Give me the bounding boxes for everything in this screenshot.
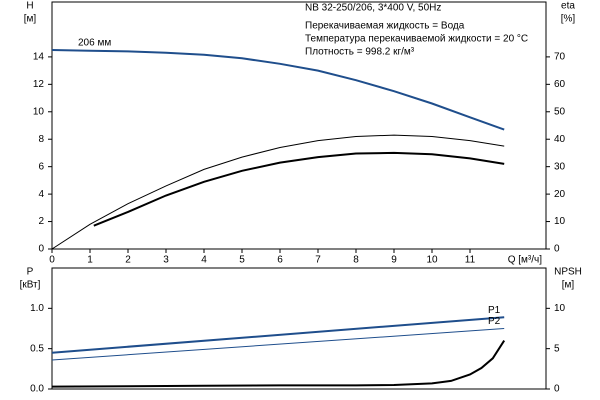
y2-tick-label: 20 (554, 189, 566, 200)
curve (51, 134, 505, 250)
y-axis-label: H (26, 1, 33, 12)
y2-tick-label: 10 (554, 216, 566, 227)
x-tick-label: 10 (426, 255, 438, 266)
x-tick-label: 6 (277, 255, 283, 266)
plot-frame (51, 1, 547, 250)
curve (51, 328, 505, 361)
x-tick-label: 7 (315, 255, 321, 266)
x-tick-label: 9 (391, 255, 397, 266)
annotation: NB 32-250/206, 3*400 V, 50Hz (305, 3, 441, 14)
x-tick-label: 0 (49, 255, 55, 266)
y-axis-unit: [м] (24, 14, 37, 25)
y-tick-label: 0.5 (30, 343, 44, 354)
y2-axis-label: eta (561, 1, 575, 12)
y-tick-label: 8 (38, 134, 44, 145)
y-tick-label: 14 (33, 52, 45, 63)
y-tick-label: 4 (38, 189, 44, 200)
y-tick-label: 6 (38, 161, 44, 172)
y-tick-label: 0.0 (30, 384, 44, 395)
y-axis-label: P (27, 267, 34, 278)
x-tick-label: 1 (87, 255, 93, 266)
x-axis-label: Q [м³/ч] (508, 255, 543, 266)
y-tick-label: 2 (38, 216, 44, 227)
curve (51, 316, 505, 354)
y-tick-label: 0 (38, 244, 44, 255)
y2-tick-label: 0 (554, 244, 560, 255)
y2-axis-unit: [%] (561, 14, 576, 25)
y2-tick-label: 10 (554, 303, 566, 314)
y2-tick-label: 40 (554, 134, 566, 145)
x-tick-label: 3 (163, 255, 169, 266)
annotation: Перекачиваемая жидкость = Вода (305, 21, 465, 32)
x-tick-label: 4 (201, 255, 207, 266)
y2-tick-label: 70 (554, 52, 566, 63)
y2-tick-label: 50 (554, 106, 566, 117)
y2-axis-unit: [м] (562, 280, 575, 291)
curve (93, 151, 505, 227)
series-label: P2 (488, 316, 501, 327)
annotation: Плотность = 998.2 кг/м³ (305, 47, 415, 58)
series-label: P1 (488, 305, 501, 316)
x-tick-label: 11 (465, 255, 476, 266)
plot-frame (51, 267, 547, 390)
y-tick-label: 1.0 (30, 303, 44, 314)
y-axis-unit: [кВт] (20, 280, 41, 291)
y2-tick-label: 5 (554, 343, 560, 354)
y2-tick-label: 0 (554, 384, 560, 395)
x-tick-label: 8 (353, 255, 359, 266)
series-label: 206 мм (78, 38, 111, 49)
annotation: Температура перекачиваемой жидкости = 20… (305, 34, 528, 45)
curve (51, 340, 506, 388)
curve (51, 49, 505, 131)
x-tick-label: 2 (125, 255, 131, 266)
y2-tick-label: 60 (554, 79, 566, 90)
y-tick-label: 12 (33, 79, 45, 90)
y2-axis-label: NPSH (554, 267, 582, 278)
y-tick-label: 10 (33, 106, 45, 117)
y2-tick-label: 30 (554, 161, 566, 172)
x-tick-label: 5 (239, 255, 245, 266)
